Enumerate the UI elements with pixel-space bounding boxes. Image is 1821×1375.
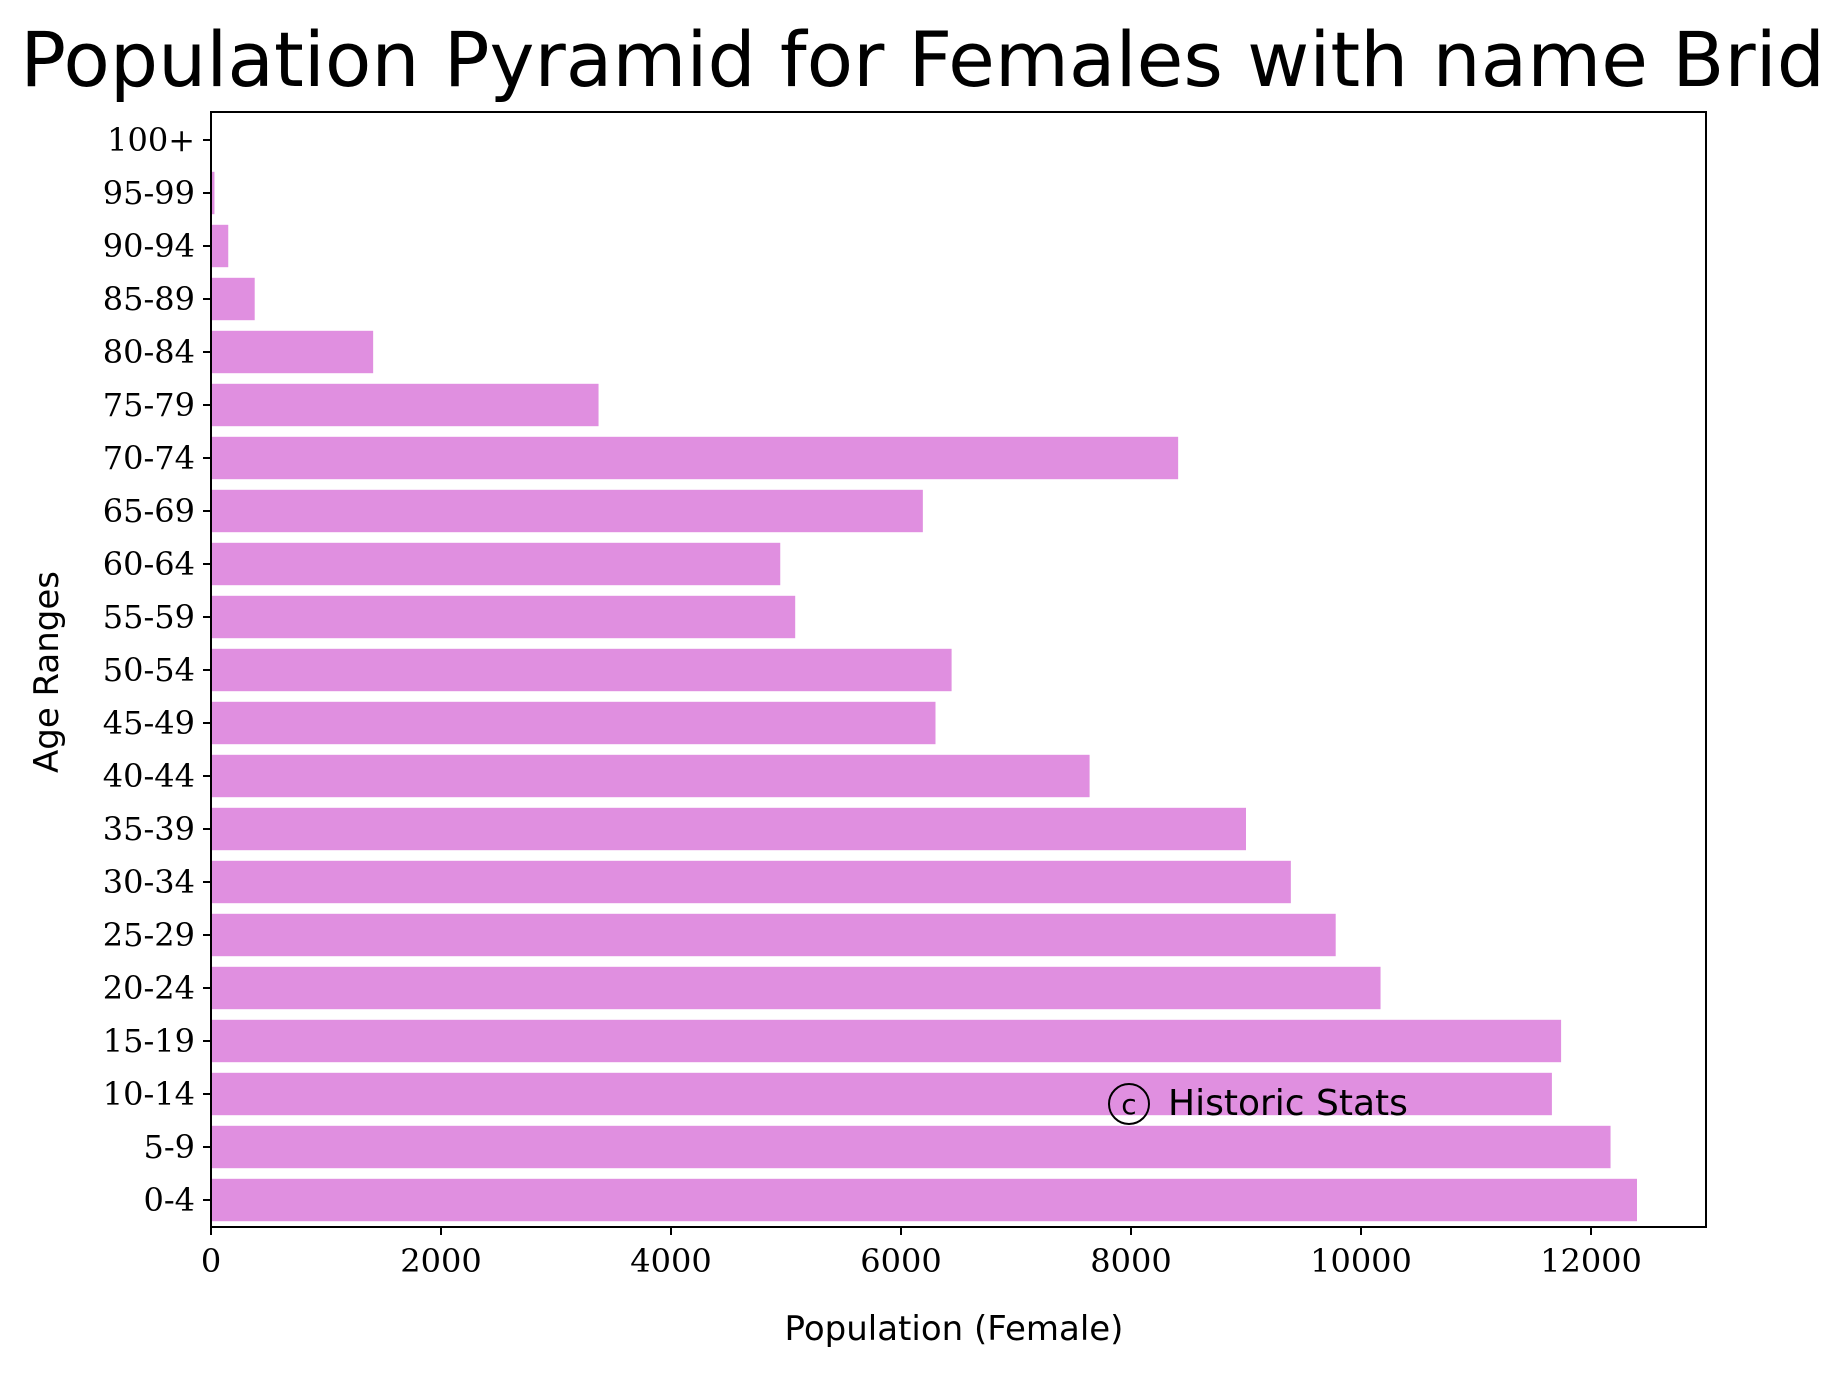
bar-95-99 <box>211 171 215 215</box>
xtick-label-10000: 10000 <box>1310 1242 1412 1280</box>
xtick-label-2000: 2000 <box>400 1242 481 1280</box>
ytick-label-40-44: 40-44 <box>103 757 195 795</box>
ytick-label-45-49: 45-49 <box>103 704 195 742</box>
bar-15-19 <box>211 1019 1562 1063</box>
ytick-label-90-94: 90-94 <box>103 227 195 265</box>
watermark: c Historic Stats <box>1108 1083 1408 1125</box>
bar-65-69 <box>211 489 923 533</box>
bar-25-29 <box>211 913 1336 957</box>
ytick-label-95-99: 95-99 <box>103 174 195 212</box>
plot-area: 0-4 5-9 10-14 15-19 20-24 25-29 30-34 35-39 40-4… <box>103 111 1707 1280</box>
watermark-text: Historic Stats <box>1168 1083 1408 1124</box>
y-axis-label: Age Ranges <box>27 571 67 773</box>
bar-40-44 <box>211 754 1090 798</box>
ytick-label-70-74: 70-74 <box>103 439 195 477</box>
bar-75-79 <box>211 383 599 427</box>
bar-5-9 <box>211 1125 1611 1169</box>
bar-35-39 <box>211 807 1246 851</box>
bar-0-4 <box>211 1178 1637 1222</box>
ytick-label-30-34: 30-34 <box>103 863 195 901</box>
bar-80-84 <box>211 330 374 374</box>
bar-55-59 <box>211 595 796 639</box>
xtick-label-0: 0 <box>201 1242 221 1280</box>
bar-50-54 <box>211 648 952 692</box>
xtick-label-8000: 8000 <box>1090 1242 1171 1280</box>
ytick-label-10-14: 10-14 <box>103 1075 195 1113</box>
xtick-label-4000: 4000 <box>630 1242 711 1280</box>
ytick-label-5-9: 5-9 <box>143 1128 195 1166</box>
bar-45-49 <box>211 701 936 745</box>
bar-30-34 <box>211 860 1291 904</box>
ytick-label-25-29: 25-29 <box>103 916 195 954</box>
ytick-label-20-24: 20-24 <box>103 969 195 1007</box>
ytick-label-100+: 100+ <box>107 121 195 159</box>
copyright-icon <box>1108 1083 1150 1125</box>
ytick-label-60-64: 60-64 <box>103 545 195 583</box>
bar-85-89 <box>211 277 255 321</box>
x-axis-label: Population (Female) <box>785 1309 1124 1349</box>
ytick-label-85-89: 85-89 <box>103 280 195 318</box>
bar-60-64 <box>211 542 781 586</box>
ytick-label-0-4: 0-4 <box>143 1181 195 1219</box>
bar-20-24 <box>211 966 1381 1010</box>
ytick-label-35-39: 35-39 <box>103 810 195 848</box>
ytick-label-65-69: 65-69 <box>103 492 195 530</box>
ytick-label-80-84: 80-84 <box>103 333 195 371</box>
chart-title: Population Pyramid for Females with name… <box>20 15 1821 104</box>
ytick-label-50-54: 50-54 <box>103 651 195 689</box>
xtick-label-6000: 6000 <box>860 1242 941 1280</box>
bar-10-14 <box>211 1072 1552 1116</box>
bar-90-94 <box>211 224 229 268</box>
copyright-symbol: c <box>1121 1088 1136 1121</box>
ytick-label-55-59: 55-59 <box>103 598 195 636</box>
ytick-label-15-19: 15-19 <box>103 1022 195 1060</box>
ytick-label-75-79: 75-79 <box>103 386 195 424</box>
plot-frame <box>210 111 1707 1228</box>
bar-70-74 <box>211 436 1179 480</box>
xtick-label-12000: 12000 <box>1540 1242 1642 1280</box>
